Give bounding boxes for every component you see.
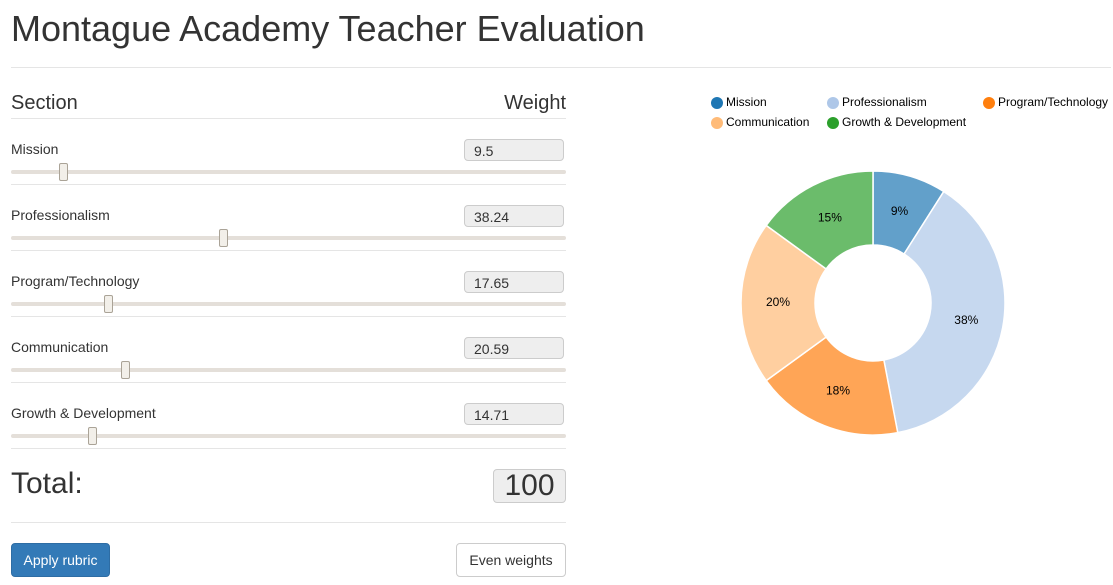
legend-swatch	[983, 97, 995, 109]
donut-slice	[740, 224, 828, 382]
weight-input[interactable]: 20.59	[464, 337, 564, 359]
slice-label: 15%	[818, 211, 842, 225]
section-label: Growth & Development	[11, 405, 156, 421]
slice-label: 38%	[954, 313, 978, 327]
legend-label: Mission	[726, 95, 767, 109]
legend-swatch	[827, 97, 839, 109]
slice-label: 9%	[891, 204, 909, 218]
divider	[11, 448, 566, 449]
slider-track[interactable]	[11, 368, 566, 372]
legend-label: Growth & Development	[842, 115, 967, 129]
weight-input[interactable]: 14.71	[464, 403, 564, 425]
section-label: Professionalism	[11, 207, 110, 223]
slider-handle[interactable]	[218, 229, 228, 247]
donut-slice	[765, 170, 874, 270]
even-button[interactable]: Even weights	[456, 543, 566, 577]
divider	[11, 67, 1111, 68]
slider-track[interactable]	[11, 302, 566, 306]
section-label: Mission	[11, 141, 59, 157]
legend-swatch	[711, 117, 723, 129]
weight-input[interactable]: 38.24	[464, 205, 564, 227]
legend-label: Communication	[726, 115, 809, 129]
weight-input[interactable]: 17.65	[464, 271, 564, 293]
chart: Mission Professionalism Program/Technology…	[711, 95, 1108, 436]
apply-button[interactable]: Apply rubric	[11, 543, 110, 577]
slider-handle[interactable]	[104, 295, 114, 313]
divider	[11, 522, 566, 523]
legend-swatch	[711, 97, 723, 109]
section-label: Communication	[11, 339, 109, 355]
donut-slice	[765, 336, 899, 436]
slider-track[interactable]	[11, 236, 566, 240]
donut-slice	[882, 190, 1006, 434]
total-label: Total:	[11, 467, 83, 500]
slice-label: 18%	[826, 384, 850, 398]
divider	[11, 184, 566, 185]
slider-handle[interactable]	[88, 427, 98, 445]
page-title: Montague Academy Teacher Evaluation	[11, 8, 645, 49]
legend-swatch	[827, 117, 839, 129]
divider	[11, 250, 566, 251]
divider	[11, 118, 566, 119]
slider-track[interactable]	[11, 170, 566, 174]
slider-handle[interactable]	[59, 163, 69, 181]
slider-handle[interactable]	[120, 361, 130, 379]
legend-label: Professionalism	[842, 95, 927, 109]
total-value: 100	[493, 469, 566, 503]
section-label: Program/Technology	[11, 273, 140, 289]
slice-label: 20%	[766, 295, 790, 309]
slider-track[interactable]	[11, 434, 566, 438]
legend-label: Program/Technology	[998, 95, 1108, 109]
weight-input[interactable]: 9.5	[464, 139, 564, 161]
column-header: Weight	[504, 92, 566, 114]
divider	[11, 316, 566, 317]
divider	[11, 382, 566, 383]
column-header: Section	[11, 92, 78, 114]
